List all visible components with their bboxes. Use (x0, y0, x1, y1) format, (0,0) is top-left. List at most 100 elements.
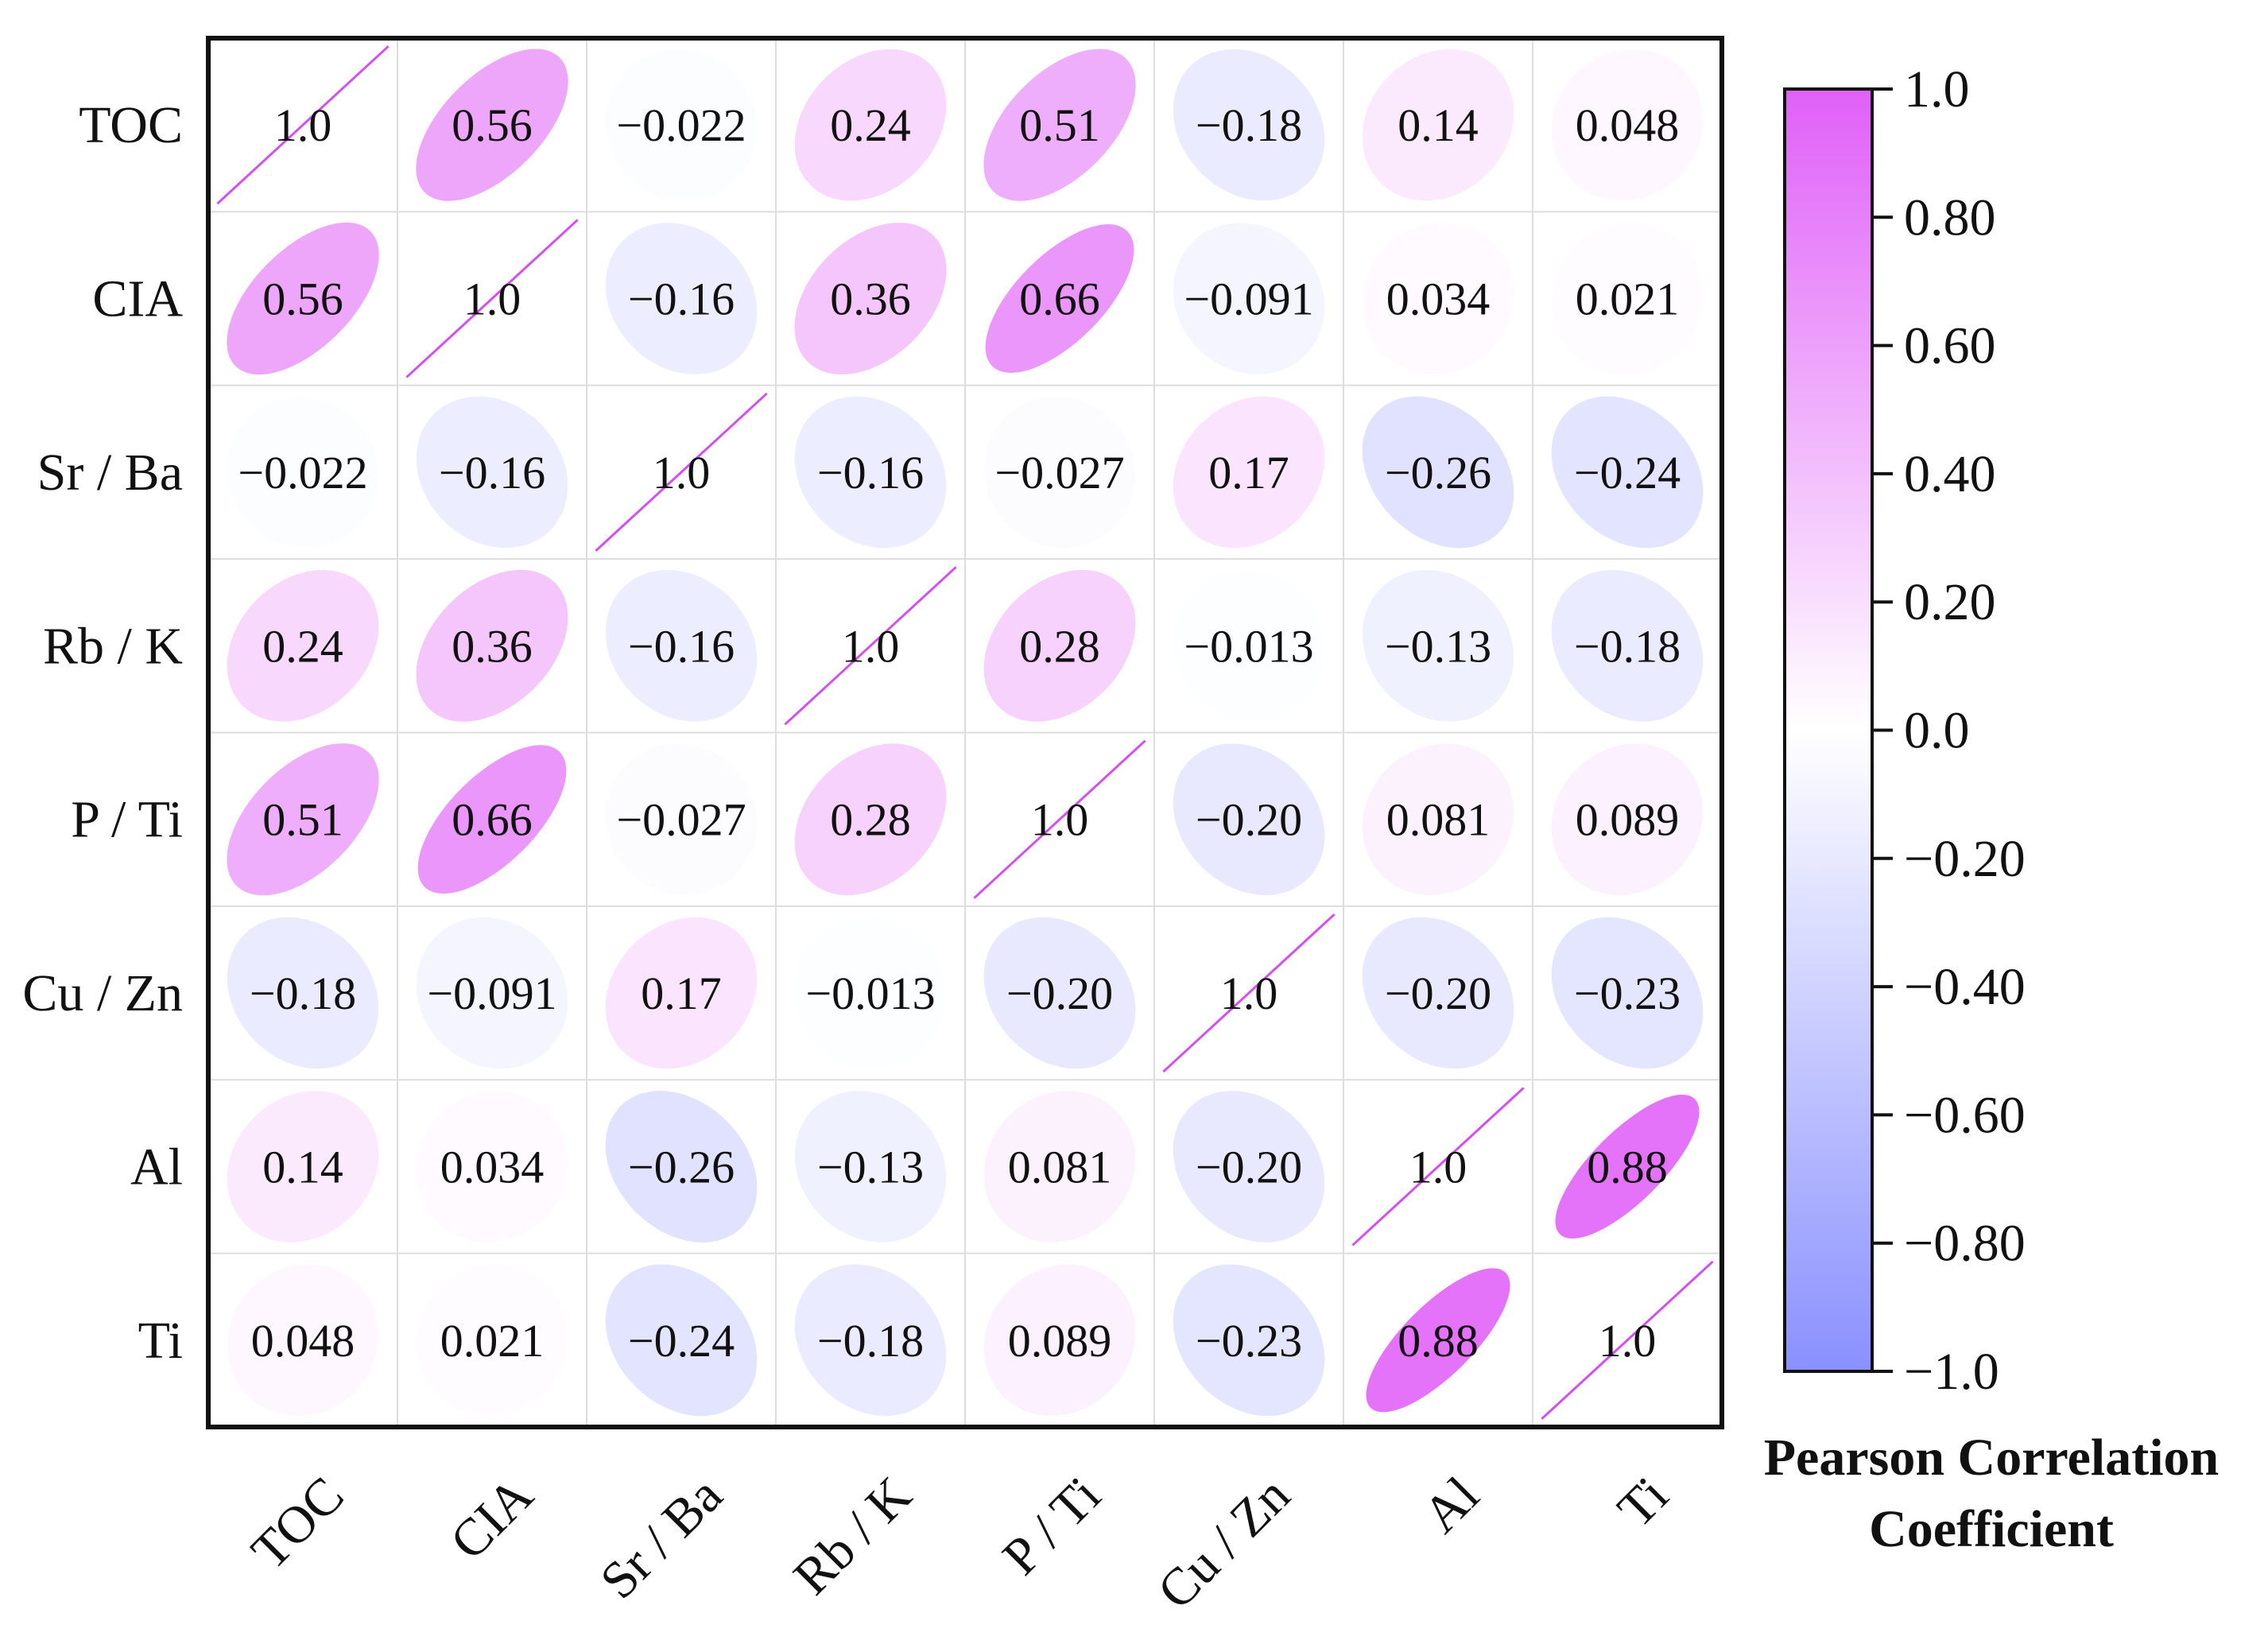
cell-value-label: 0.24 (830, 99, 911, 151)
cell-value-label: 0.14 (1398, 99, 1479, 151)
correlation-ellipse (416, 917, 568, 1069)
x-tick-label: CIA (440, 1466, 545, 1571)
correlation-ellipse (1551, 917, 1704, 1069)
correlation-ellipse (983, 48, 1136, 201)
y-tick-label: Al (130, 1138, 183, 1196)
colorbar-tick-label: −0.40 (1904, 958, 2026, 1016)
y-tick-label: Sr / Ba (37, 444, 183, 502)
correlation-ellipse (794, 223, 947, 375)
colorbar-tick-label: −0.20 (1904, 830, 2026, 888)
colorbar-bar (1783, 87, 1874, 1373)
correlation-ellipse (1173, 1091, 1325, 1243)
correlation-ellipse (605, 1264, 758, 1417)
cell-value-label: −0.13 (817, 1141, 924, 1192)
correlation-ellipse (1173, 48, 1325, 201)
cell-value-label: −0.26 (628, 1141, 735, 1192)
cell-value-label: 0.56 (262, 273, 343, 325)
cell-value-label: 0.17 (641, 967, 722, 1019)
cell-value-label: 0.021 (1576, 273, 1680, 325)
correlation-ellipse (983, 917, 1136, 1069)
x-tick-label: TOC (240, 1466, 355, 1580)
diagonal-line (1351, 1087, 1525, 1247)
correlation-ellipse (416, 396, 568, 549)
correlation-ellipse (1366, 1268, 1510, 1413)
cell-value-label: −0.18 (1196, 99, 1302, 151)
colorbar-tick-label: 1.0 (1904, 60, 1970, 118)
correlation-ellipse (1362, 396, 1514, 549)
y-tick-label: TOC (79, 96, 183, 154)
diagonal-line (784, 566, 957, 726)
correlation-ellipse (605, 223, 758, 374)
cell-value-label: 0.28 (830, 794, 911, 846)
cell-value-label: −0.24 (628, 1315, 735, 1367)
correlation-ellipse (227, 396, 379, 549)
correlation-ellipse (227, 1264, 379, 1416)
cell-value-label: 0.089 (1576, 794, 1680, 846)
colorbar: 1.0 0.80 0.60 0.40 0.20 0.0 −0.20 −0.40 −0.60 −0.… (1764, 60, 2220, 1558)
cell-value-label: 0.51 (1019, 99, 1100, 151)
colorbar-title: Pearson Correlation (1764, 1429, 2220, 1487)
correlation-ellipse (1173, 743, 1325, 896)
colorbar-tick-label: −0.80 (1904, 1215, 2026, 1273)
correlation-ellipse (416, 1264, 568, 1416)
correlation-ellipse (794, 396, 947, 549)
cell-value-label: −0.091 (427, 967, 556, 1019)
cell-label-layer: 1.0 0.56 −0.022 0.24 0.51 −0.18 0.14 0.048 0.56 1… (238, 99, 1681, 1367)
diagonal-line (1162, 913, 1336, 1073)
cell-value-label: 0.021 (440, 1315, 545, 1367)
cell-value-label: 0.88 (1398, 1315, 1479, 1367)
correlation-ellipse (1173, 1264, 1325, 1417)
grid-layer (208, 38, 1722, 1427)
cell-value-label: 1.0 (1409, 1141, 1467, 1192)
cell-value-label: −0.16 (628, 620, 735, 672)
cell-value-label: 1.0 (463, 273, 521, 325)
correlation-ellipse (983, 569, 1136, 722)
cell-value-label: −0.20 (1006, 967, 1113, 1019)
correlation-ellipse (605, 1091, 758, 1243)
cell-value-label: 1.0 (1220, 967, 1278, 1019)
correlation-ellipse (416, 569, 568, 722)
correlation-ellipse (794, 1091, 947, 1243)
colorbar-title: Coefficient (1869, 1500, 2114, 1558)
diagonal-line (216, 45, 390, 205)
diagonal-line (1541, 1260, 1714, 1420)
cell-value-label: −0.027 (616, 794, 746, 846)
correlation-ellipse (985, 224, 1134, 373)
cell-value-label: −0.013 (1184, 620, 1313, 672)
y-tick-label: Rb / K (43, 617, 183, 675)
colorbar-tick-label: −1.0 (1904, 1343, 1999, 1401)
cell-value-label: −0.091 (1184, 273, 1313, 325)
cell-value-label: −0.24 (1574, 447, 1681, 498)
cell-value-label: 0.36 (830, 273, 911, 325)
colorbar-tick-label: 0.60 (1904, 317, 1996, 375)
correlation-ellipse (227, 222, 379, 375)
cell-value-label: −0.022 (616, 99, 746, 151)
correlation-ellipse (1555, 1094, 1700, 1239)
correlation-ellipse (1362, 570, 1514, 722)
correlation-ellipse (416, 48, 568, 201)
correlation-ellipse (1551, 49, 1704, 201)
correlation-ellipse (417, 745, 567, 894)
diagonal-line (973, 739, 1146, 899)
correlation-ellipse (1173, 223, 1325, 374)
correlation-ellipse (983, 1264, 1136, 1417)
correlation-ellipse (227, 917, 379, 1069)
cell-value-label: 0.048 (251, 1315, 355, 1367)
cell-value-label: −0.20 (1196, 1141, 1302, 1192)
correlation-ellipse (227, 1091, 379, 1243)
cell-value-label: 0.66 (452, 794, 533, 846)
cell-value-label: −0.23 (1196, 1315, 1302, 1367)
correlation-ellipse (1551, 570, 1704, 722)
correlation-ellipse (1551, 396, 1704, 549)
cell-value-label: −0.027 (994, 447, 1124, 498)
cell-value-label: −0.18 (817, 1315, 924, 1367)
cell-value-label: −0.16 (817, 447, 924, 498)
correlation-ellipse (605, 49, 758, 201)
cell-value-label: 0.24 (262, 620, 343, 672)
correlation-ellipse (1173, 570, 1325, 722)
correlation-ellipse (1362, 743, 1514, 895)
cell-value-label: 0.56 (452, 99, 533, 151)
cell-value-label: 0.034 (440, 1141, 545, 1192)
cell-value-label: 1.0 (1031, 794, 1089, 846)
